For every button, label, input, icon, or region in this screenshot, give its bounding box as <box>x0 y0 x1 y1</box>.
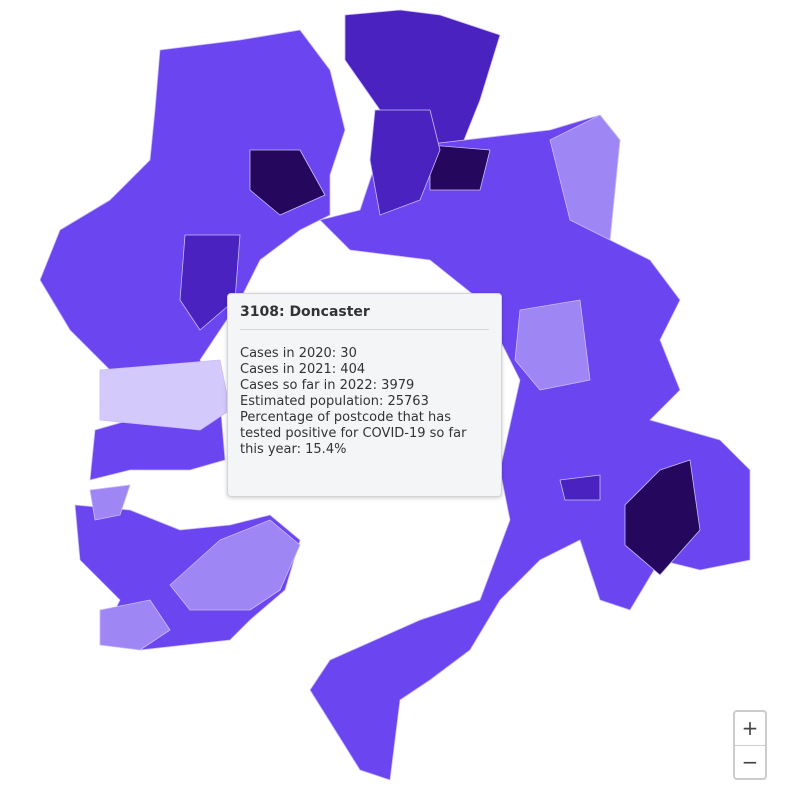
region[interactable] <box>99 599 171 651</box>
region[interactable] <box>514 299 591 391</box>
tooltip-body: Cases in 2020: 30 Cases in 2021: 404 Cases… <box>240 346 489 458</box>
tooltip-title: 3108: Doncaster <box>240 304 489 330</box>
region[interactable] <box>179 234 241 331</box>
region[interactable] <box>309 114 751 781</box>
region[interactable] <box>559 474 601 501</box>
tooltip: 3108: Doncaster Cases in 2020: 30 Cases i… <box>227 293 502 497</box>
region[interactable] <box>549 114 621 241</box>
zoom-in-button[interactable]: + <box>741 716 759 740</box>
region[interactable] <box>624 459 701 576</box>
region[interactable] <box>99 359 231 431</box>
region[interactable] <box>249 149 326 216</box>
zoom-control: + − <box>733 710 767 780</box>
zoom-out-button[interactable]: − <box>735 745 765 779</box>
tooltip-line: Percentage of postcode that has tested p… <box>240 410 467 457</box>
tooltip-line: Cases in 2020: 30 <box>240 346 357 361</box>
tooltip-line: Cases in 2021: 404 <box>240 362 366 377</box>
region[interactable] <box>369 109 441 216</box>
region[interactable] <box>169 519 301 611</box>
tooltip-line: Cases so far in 2022: 3979 <box>240 378 415 393</box>
tooltip-line: Estimated population: 25763 <box>240 394 429 409</box>
region[interactable] <box>89 484 131 521</box>
